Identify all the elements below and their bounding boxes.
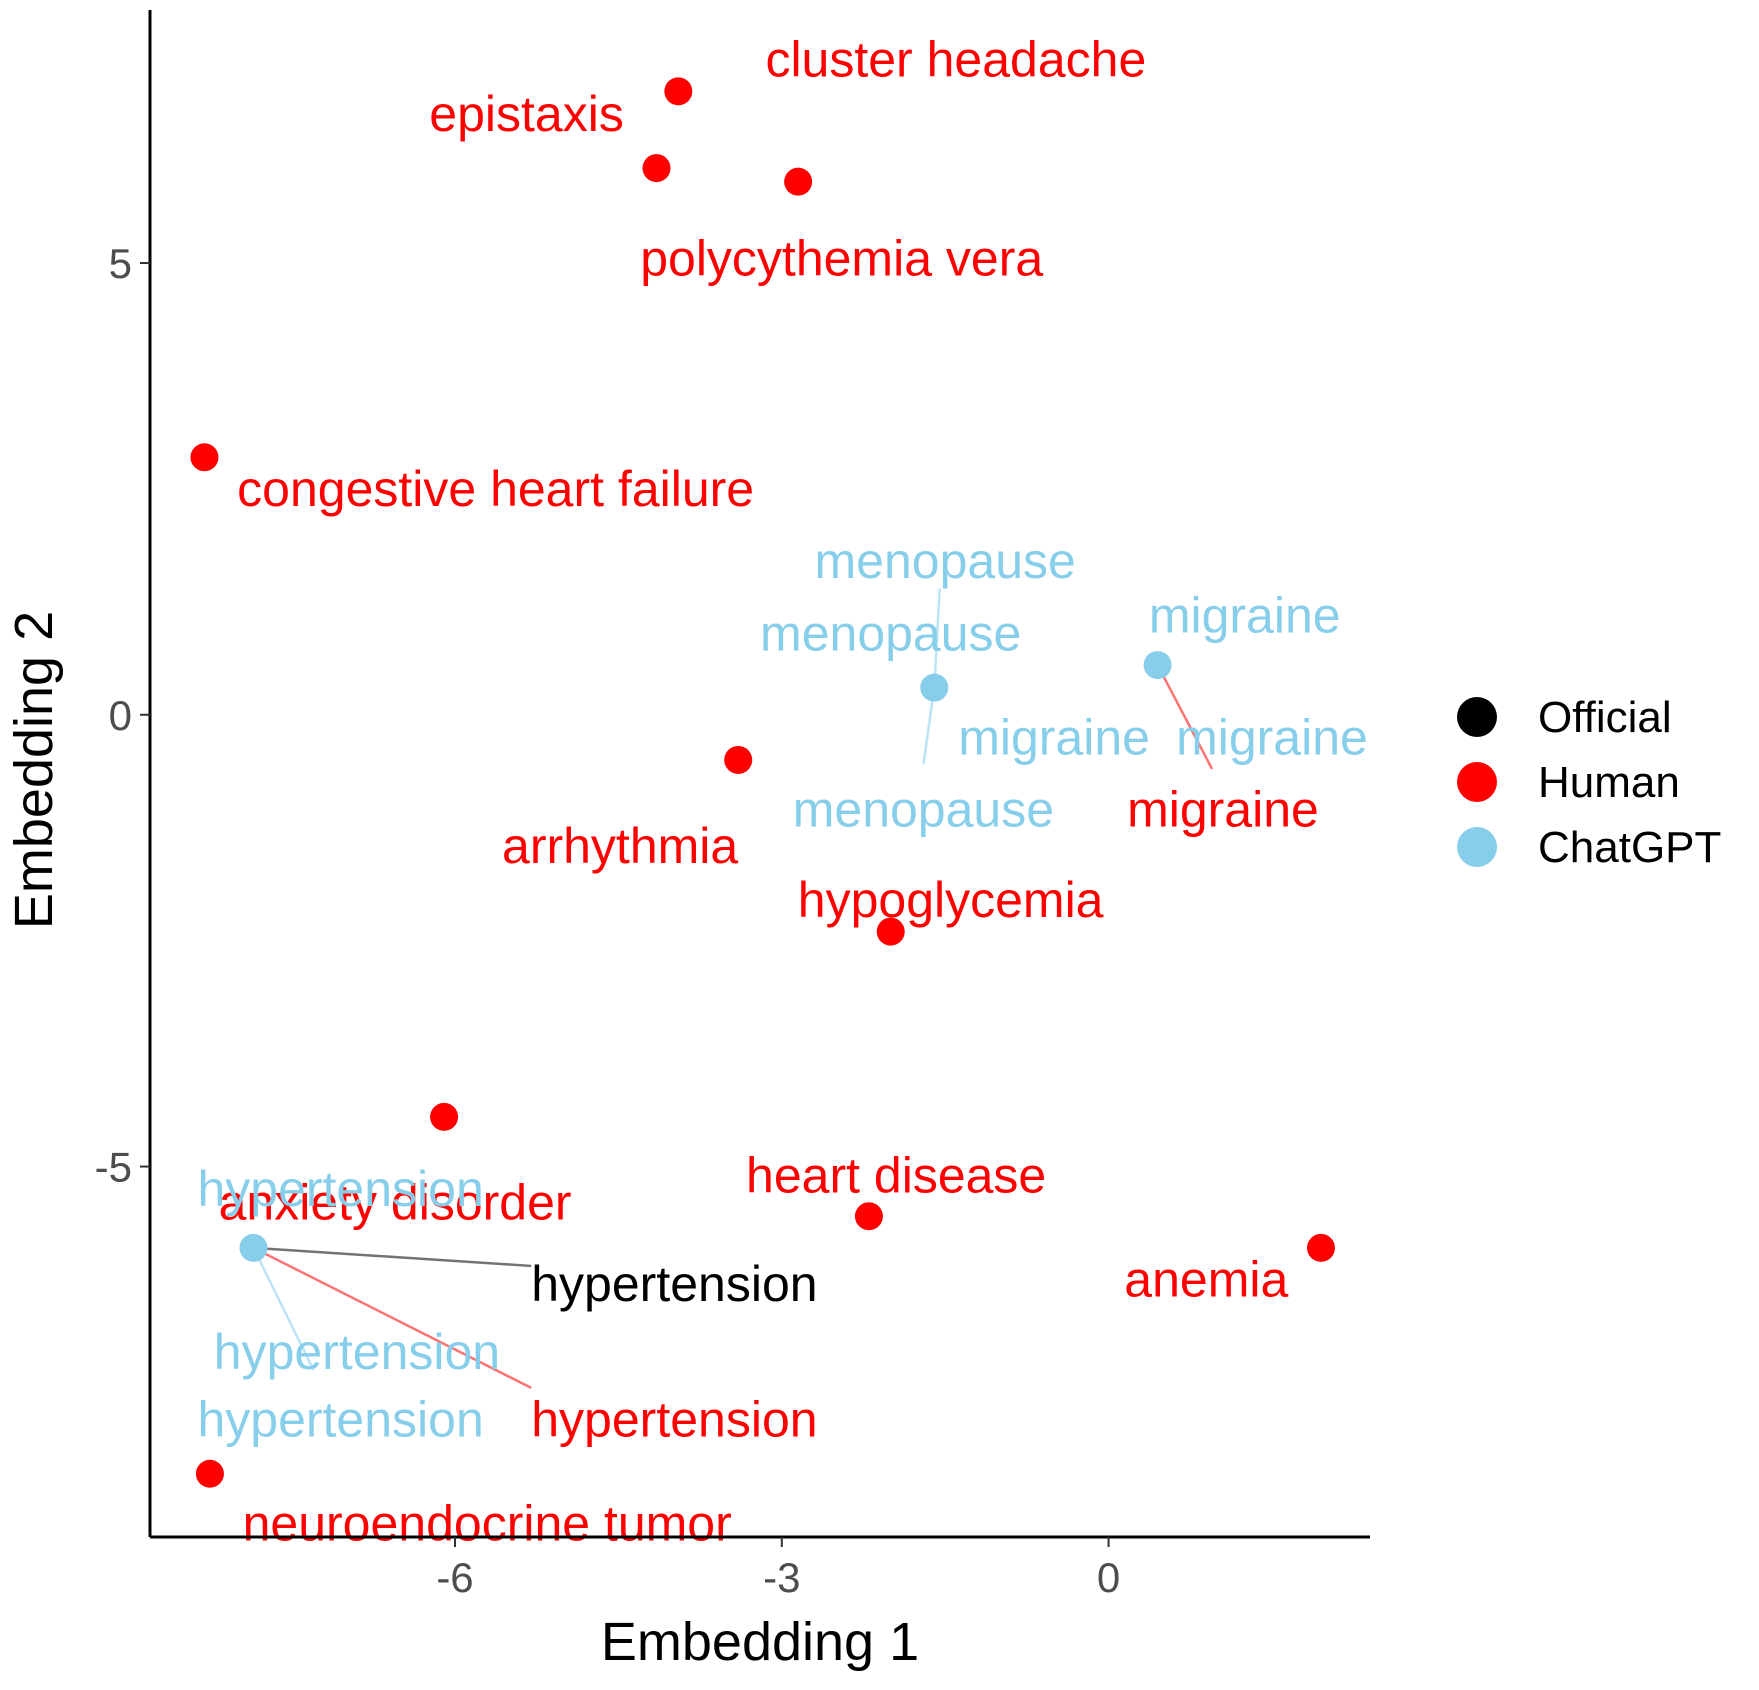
legend-label: ChatGPT [1538, 823, 1721, 872]
leader-line [1156, 664, 1214, 770]
data-point [1143, 651, 1172, 680]
point-label: anxiety disorder [219, 1175, 572, 1231]
point-label: hypertension [197, 1161, 483, 1217]
data-point [1306, 1233, 1335, 1262]
x-axis-title: Embedding 1 [601, 1612, 919, 1672]
point-label: heart disease [746, 1148, 1046, 1204]
point-label: hypoglycemia [798, 872, 1104, 928]
point-label: epistaxis [429, 86, 624, 142]
leader-line [252, 1247, 315, 1371]
axes: -6 -3 0 -5 0 5 [95, 10, 1370, 1601]
leader-line [253, 1246, 532, 1268]
point-label: anemia [1124, 1251, 1288, 1307]
point-label: menopause [760, 605, 1021, 661]
x-tick-label: -6 [436, 1554, 473, 1601]
data-point [430, 1102, 459, 1131]
point-label: hypertension [531, 1256, 817, 1312]
y-tick-label: -5 [95, 1144, 132, 1191]
data-point [664, 77, 693, 106]
leader-line [933, 588, 941, 688]
point-label: hypertension [197, 1392, 483, 1448]
data-point [920, 673, 949, 702]
point-label: menopause [793, 782, 1054, 838]
legend-label: Official [1538, 693, 1672, 742]
point-label: migraine [958, 709, 1150, 765]
data-point [239, 1233, 268, 1262]
data-point [724, 745, 753, 774]
point-label: menopause [815, 533, 1076, 589]
point-label: hypertension [214, 1324, 500, 1380]
point-label: cluster headache [765, 32, 1146, 88]
legend-key [1457, 827, 1497, 867]
point-label: neuroendocrine tumor [243, 1495, 732, 1551]
point-label: arrhythmia [502, 818, 738, 874]
data-point [642, 154, 671, 183]
x-tick-label: -3 [763, 1554, 800, 1601]
legend-label: Human [1538, 758, 1680, 807]
data-point [190, 443, 219, 472]
leader-line [252, 1246, 532, 1390]
data-point [854, 1202, 883, 1231]
point-label: polycythemia vera [640, 230, 1043, 286]
point-label: hypertension [531, 1392, 817, 1448]
y-tick-label: 0 [109, 692, 132, 739]
point-label: migraine [1127, 782, 1319, 838]
legend-key [1457, 762, 1497, 802]
data-point [195, 1459, 224, 1488]
plot-area: cluster headache epistaxis polycythemia ve… [190, 32, 1368, 1551]
point-label: migraine [1176, 709, 1368, 765]
legend-key [1457, 697, 1497, 737]
x-tick-label: 0 [1097, 1554, 1120, 1601]
y-tick-label: 5 [109, 240, 132, 287]
y-axis-title: Embedding 2 [4, 611, 64, 929]
legend: Official Human ChatGPT [1457, 693, 1721, 872]
point-label: migraine [1149, 587, 1341, 643]
data-point [784, 167, 813, 196]
point-label: congestive heart failure [237, 461, 754, 517]
data-point [876, 917, 905, 946]
